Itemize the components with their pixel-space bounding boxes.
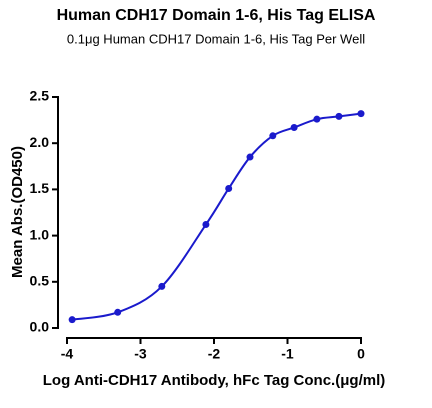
data-point <box>269 132 277 140</box>
x-tick-label: -2 <box>208 346 221 362</box>
series-line <box>71 112 362 321</box>
y-tick-label: 2.5 <box>30 88 50 104</box>
x-axis-label: Log Anti-CDH17 Antibody, hFc Tag Conc.(μ… <box>43 372 385 389</box>
chart-subtitle: 0.1μg Human CDH17 Domain 1-6, His Tag Pe… <box>67 31 365 46</box>
x-tick-label: -3 <box>134 346 147 362</box>
data-point <box>114 308 122 316</box>
y-tick-label: 1.5 <box>30 180 50 196</box>
y-tick-label: 0.0 <box>30 319 50 335</box>
y-axis-label: Mean Abs.(OD450) <box>9 146 26 278</box>
x-tick-label: 0 <box>357 346 365 362</box>
data-point <box>68 316 76 324</box>
y-tick-label: 0.5 <box>30 273 50 289</box>
data-point <box>357 110 365 118</box>
chart-title: Human CDH17 Domain 1-6, His Tag ELISA <box>57 7 376 24</box>
data-point <box>335 112 343 120</box>
y-tick-label: 2.0 <box>30 134 50 150</box>
data-point <box>246 153 254 161</box>
data-point <box>313 115 321 123</box>
data-point <box>225 184 233 192</box>
data-point <box>202 221 210 229</box>
y-tick-label: 1.0 <box>30 226 50 242</box>
x-tick-label: -4 <box>61 346 74 362</box>
data-point <box>290 123 298 131</box>
x-tick-label: -1 <box>281 346 294 362</box>
data-point <box>158 282 166 290</box>
